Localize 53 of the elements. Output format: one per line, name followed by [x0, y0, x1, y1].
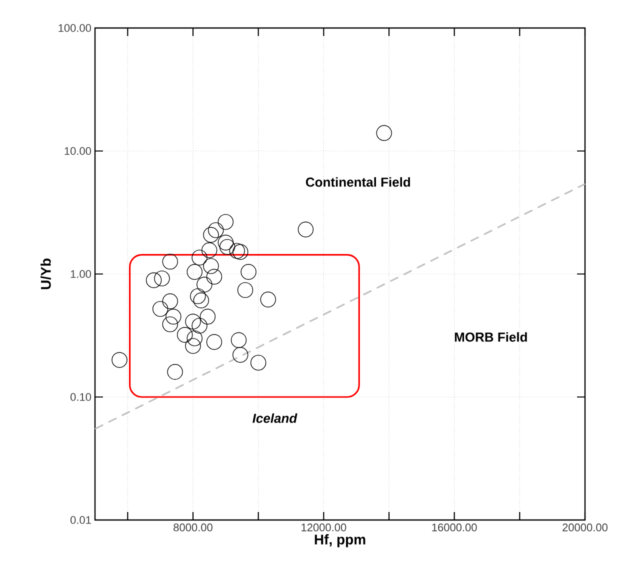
- point: [250, 354, 266, 371]
- point: [230, 332, 247, 348]
- y-tick-label: 1.00: [70, 270, 92, 278]
- point: [192, 318, 208, 334]
- annotation: Continental Field: [306, 177, 410, 187]
- point: [185, 338, 201, 354]
- x-tick-label: 8000.00: [174, 524, 212, 532]
- point: [190, 288, 206, 304]
- point: [146, 272, 162, 288]
- point: [186, 330, 202, 346]
- point: [176, 327, 193, 343]
- x-tick-label: 12000.00: [302, 524, 346, 532]
- point: [196, 276, 212, 292]
- point: [203, 258, 219, 274]
- point: [240, 264, 256, 280]
- point: [152, 301, 168, 317]
- point: [232, 347, 248, 363]
- y-tick-label: 100.00: [58, 24, 92, 32]
- point: [201, 242, 218, 258]
- point: [166, 308, 182, 324]
- point: [219, 239, 236, 255]
- x-axis-title: Hf, ppm: [314, 534, 366, 548]
- point: [208, 222, 224, 238]
- point: [206, 334, 222, 350]
- point: [154, 270, 170, 286]
- point: [260, 292, 276, 308]
- point: [185, 314, 201, 330]
- point: [162, 254, 178, 270]
- y-axis-title: U/Yb: [40, 258, 51, 290]
- x-tick-label: 20000.00: [562, 524, 608, 532]
- point: [206, 268, 222, 285]
- point: [218, 214, 234, 230]
- annotation: Iceland: [252, 413, 298, 423]
- point: [218, 234, 234, 250]
- point: [203, 227, 219, 243]
- point: [298, 222, 314, 238]
- point: [186, 264, 202, 280]
- point: [376, 125, 392, 141]
- point: [162, 293, 178, 310]
- point: [229, 243, 245, 259]
- y-tick-label: 10.00: [64, 147, 92, 155]
- point: [192, 250, 208, 266]
- point: [232, 244, 248, 260]
- x-tick-label: 16000.00: [432, 524, 477, 532]
- point: [167, 364, 183, 380]
- point: [193, 292, 210, 308]
- point: [112, 352, 128, 368]
- y-tick-label: 0.10: [70, 393, 92, 401]
- annotation: MORB Field: [454, 332, 527, 342]
- point: [200, 308, 216, 324]
- point: [162, 316, 178, 332]
- point: [237, 282, 254, 298]
- y-tick-label: 0.01: [70, 516, 91, 524]
